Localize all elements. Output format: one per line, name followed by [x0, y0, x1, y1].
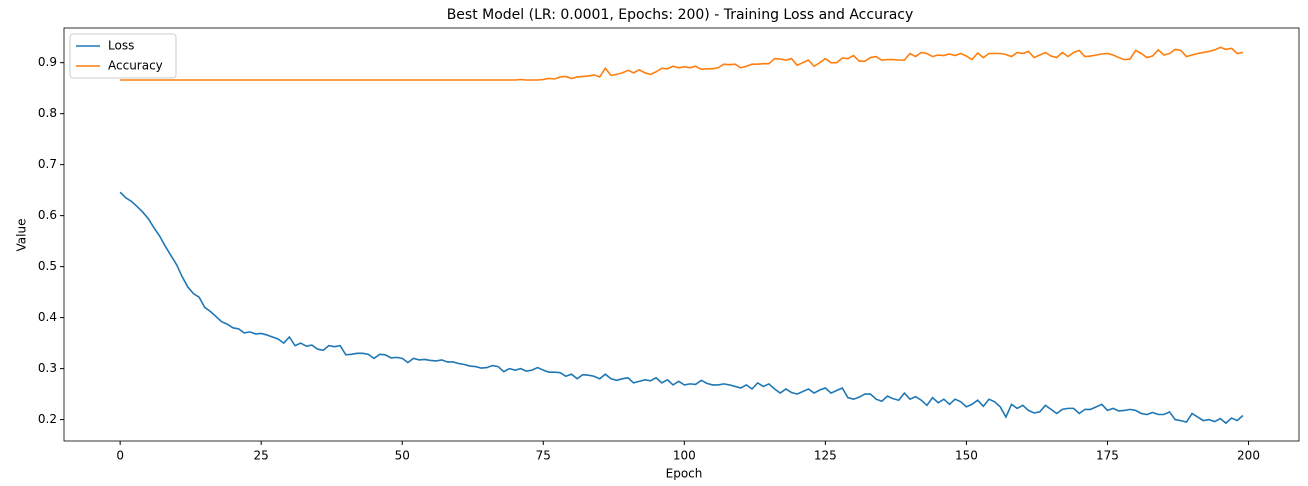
- x-tick-label: 125: [814, 449, 837, 463]
- y-tick-label: 0.6: [38, 208, 57, 222]
- x-tick-label: 75: [536, 449, 551, 463]
- legend-label: Accuracy: [108, 59, 163, 73]
- y-tick-label: 0.2: [38, 412, 57, 426]
- y-tick-label: 0.8: [38, 106, 57, 120]
- y-tick-label: 0.4: [38, 310, 57, 324]
- y-tick-label: 0.3: [38, 361, 57, 375]
- legend-box: [69, 33, 177, 79]
- series-line: [119, 191, 1244, 425]
- x-tick-label: 0: [116, 449, 124, 463]
- x-tick-label: 175: [1096, 449, 1119, 463]
- legend-label: Loss: [108, 39, 134, 53]
- chart-title: Best Model (LR: 0.0001, Epochs: 200) - T…: [447, 7, 914, 23]
- x-tick-label: 150: [955, 449, 978, 463]
- x-axis-label: Epoch: [666, 467, 703, 481]
- series-line: [120, 46, 1244, 81]
- x-tick-label: 100: [673, 449, 696, 463]
- y-axis-label: Value: [15, 219, 29, 252]
- x-tick-label: 25: [254, 449, 269, 463]
- x-tick-label: 200: [1237, 449, 1260, 463]
- x-tick-label: 50: [395, 449, 410, 463]
- y-tick-label: 0.9: [38, 55, 57, 69]
- plot-frame: [63, 27, 1300, 442]
- y-tick-label: 0.7: [38, 157, 57, 171]
- y-tick-label: 0.5: [38, 259, 57, 273]
